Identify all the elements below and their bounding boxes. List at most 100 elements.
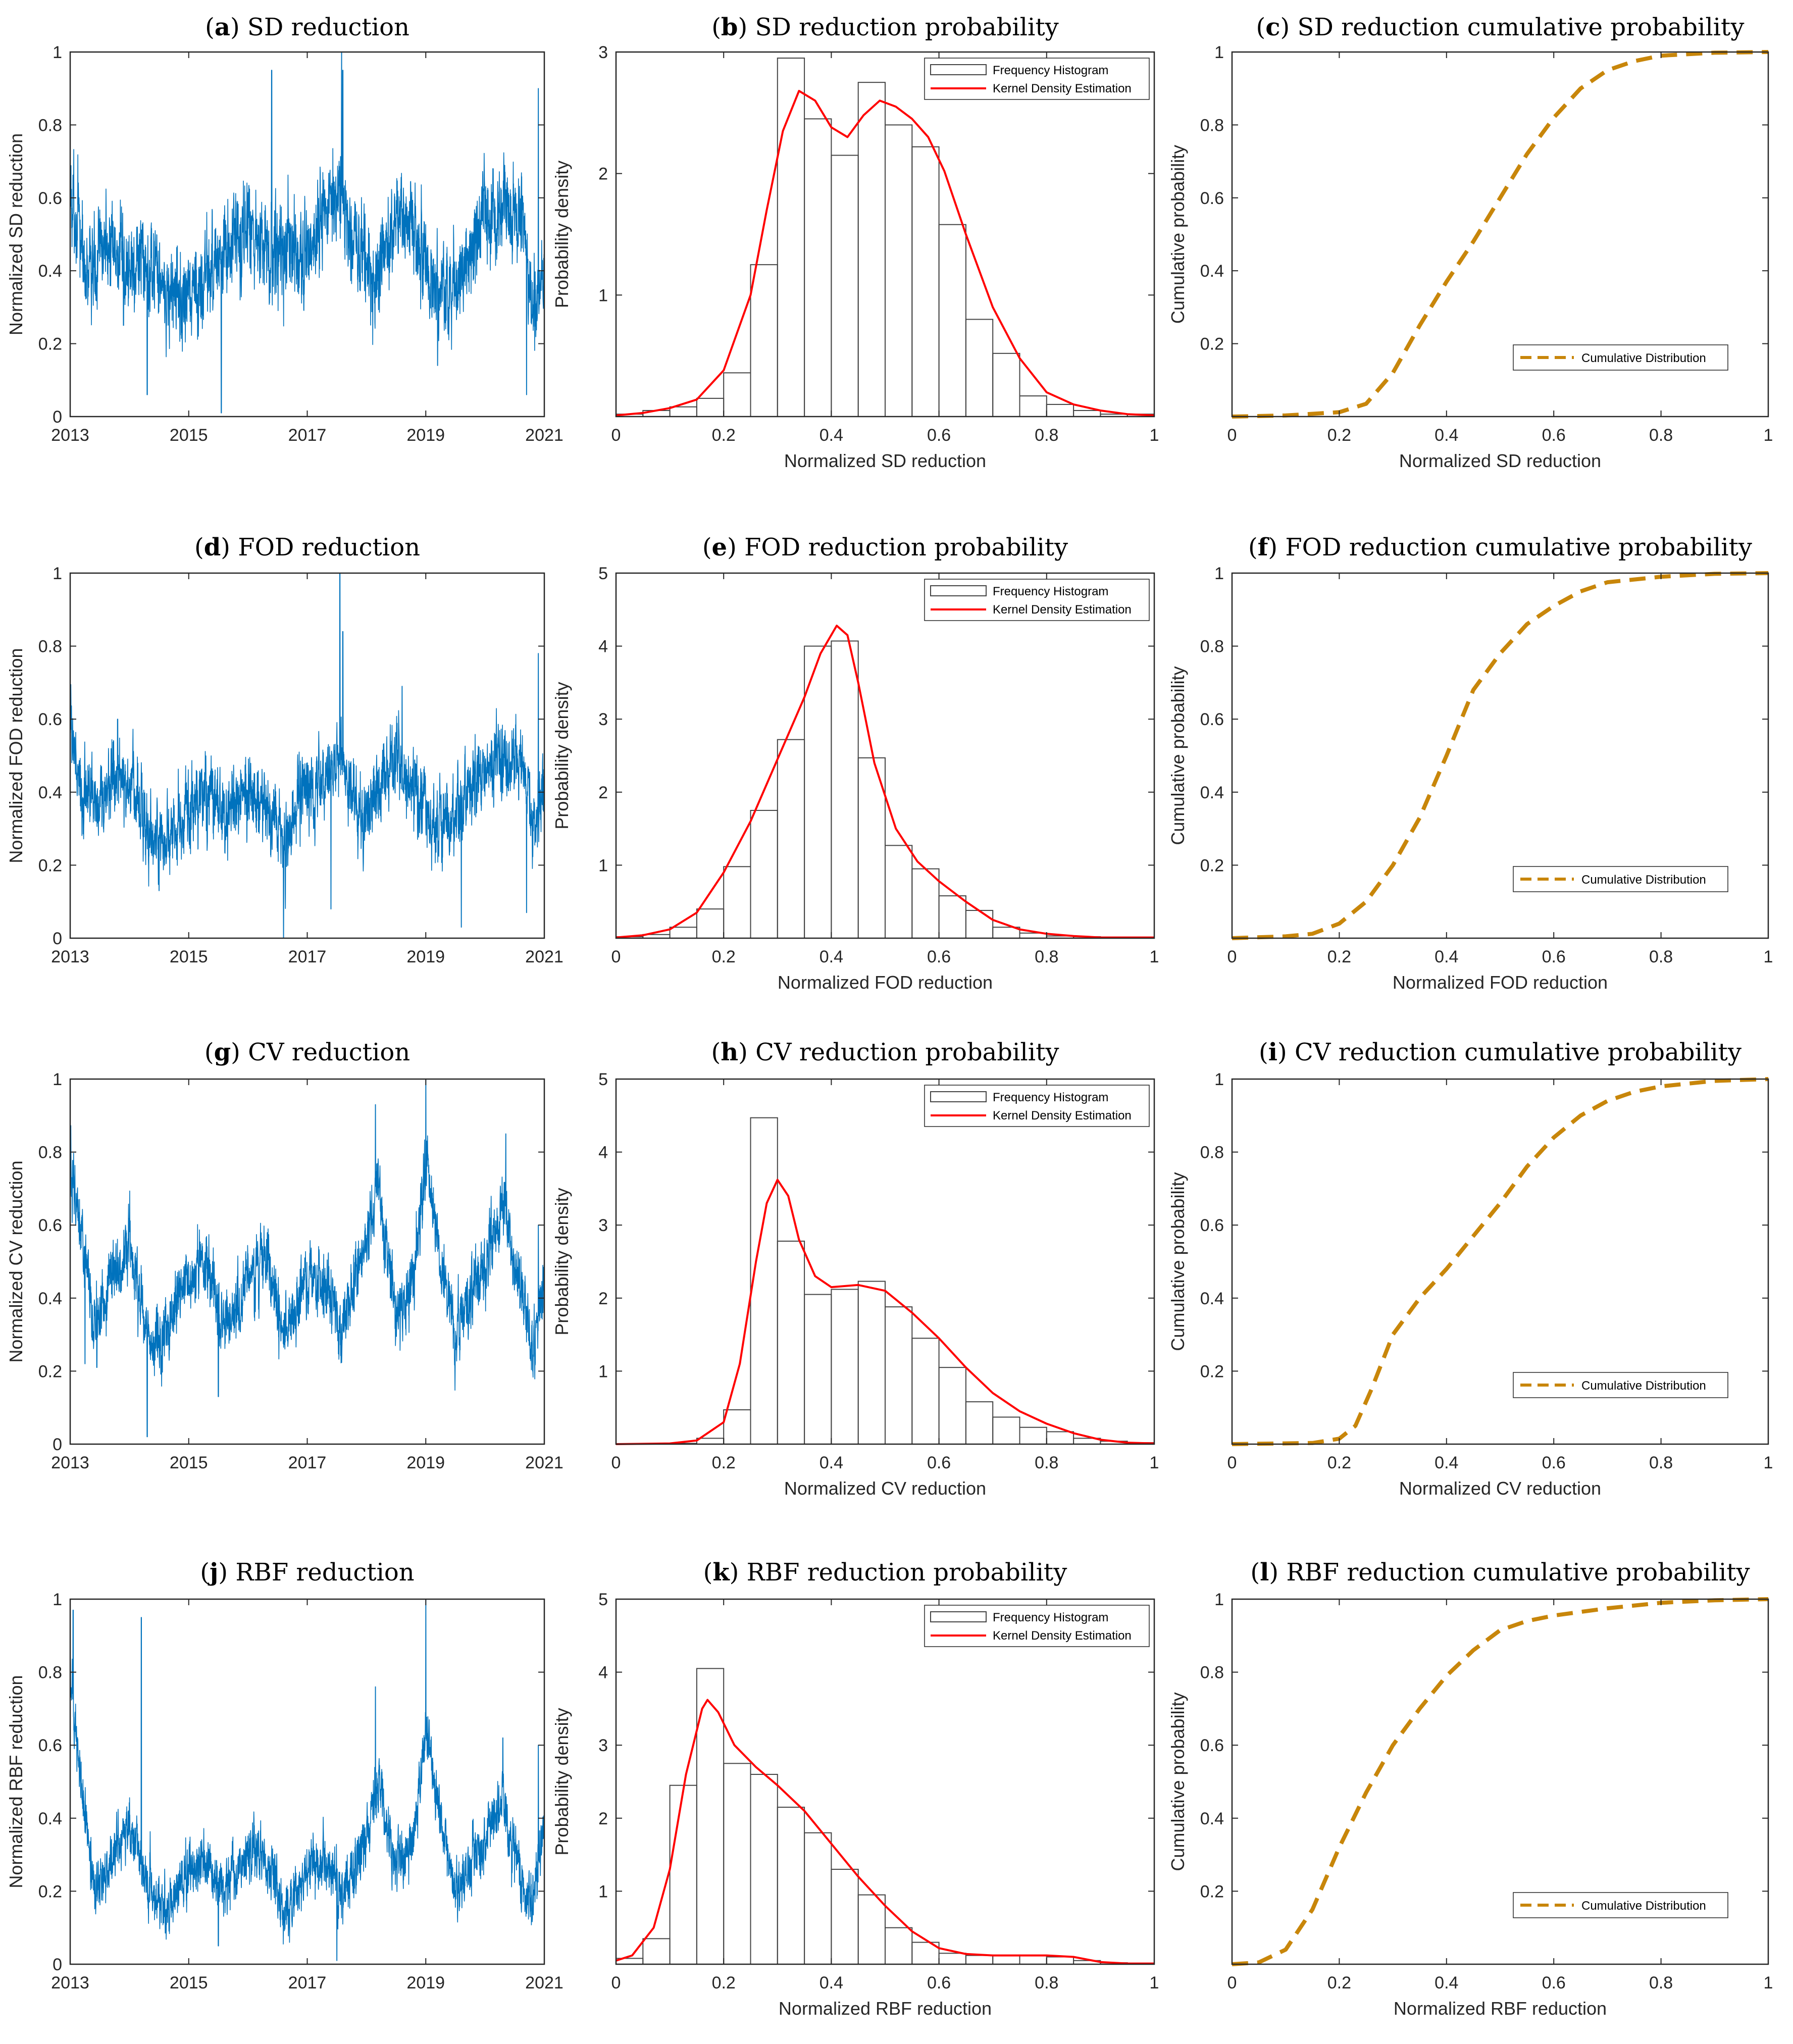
x-tick-label: 1 bbox=[1150, 426, 1159, 445]
cdf-axes-box bbox=[1231, 572, 1769, 939]
cdf-panel-cv: (i) CV reduction cumulative probability 0… bbox=[1167, 1038, 1773, 1499]
y-tick-label: 3 bbox=[598, 1216, 608, 1235]
histogram-bar bbox=[777, 739, 805, 939]
x-tick-label: 0.8 bbox=[1649, 1453, 1673, 1472]
y-tick-label: 0 bbox=[53, 407, 62, 427]
panel-title: (h) CV reduction probability bbox=[711, 1038, 1059, 1066]
title-paren: ) bbox=[221, 533, 230, 561]
x-tick-label: 0.4 bbox=[819, 1973, 843, 1992]
title-letter: l bbox=[1260, 1558, 1269, 1587]
y-tick-label: 1 bbox=[598, 286, 608, 305]
title-text: CV reduction bbox=[240, 1038, 410, 1066]
title-text: FOD reduction bbox=[230, 533, 420, 561]
histogram-bar bbox=[804, 118, 832, 418]
histogram-bar bbox=[831, 155, 859, 418]
y-tick-label: 0 bbox=[53, 1955, 62, 1974]
time-series-line bbox=[70, 52, 545, 414]
histogram-bar bbox=[992, 352, 1020, 417]
histogram-bar bbox=[723, 1763, 751, 1965]
x-tick-label: 0.2 bbox=[1327, 426, 1351, 445]
x-tick-label: 0 bbox=[1227, 947, 1237, 966]
y-tick-label: 0.2 bbox=[38, 1882, 62, 1901]
title-paren: ) bbox=[1280, 13, 1290, 41]
histogram-bar bbox=[1019, 1955, 1047, 1965]
histogram-bar bbox=[1046, 403, 1074, 418]
y-tick-label: 5 bbox=[598, 1590, 608, 1609]
histogram-bar bbox=[1019, 1426, 1047, 1445]
title-text: FOD reduction probability bbox=[737, 533, 1068, 561]
x-tick-label: 2013 bbox=[51, 1453, 89, 1472]
y-tick-label: 1 bbox=[1214, 1070, 1224, 1089]
x-tick-label: 1 bbox=[1150, 1453, 1159, 1472]
y-tick-label: 1 bbox=[598, 1362, 608, 1381]
y-tick-label: 3 bbox=[598, 43, 608, 62]
x-tick-label: 2019 bbox=[406, 947, 445, 966]
x-tick-label: 0.4 bbox=[1435, 947, 1458, 966]
x-tick-label: 2015 bbox=[170, 1453, 208, 1472]
x-tick-label: 0.6 bbox=[1542, 1973, 1566, 1992]
title-paren: ( bbox=[1248, 533, 1258, 561]
cdf-panel-fod: (f) FOD reduction cumulative probability… bbox=[1167, 533, 1773, 993]
time-series-line bbox=[70, 1079, 545, 1438]
legend-histogram-label: Frequency Histogram bbox=[993, 1091, 1108, 1104]
y-axis-label: Probability density bbox=[551, 682, 572, 829]
title-text: SD reduction cumulative probability bbox=[1290, 13, 1744, 41]
y-tick-label: 1 bbox=[53, 1590, 62, 1609]
y-tick-label: 0.4 bbox=[38, 262, 62, 281]
histogram-bar bbox=[831, 1869, 859, 1965]
histogram-bar bbox=[938, 1367, 966, 1445]
x-tick-label: 0.8 bbox=[1035, 426, 1058, 445]
histogram-bar bbox=[938, 224, 966, 417]
x-axis-label: Normalized CV reduction bbox=[1399, 1478, 1601, 1499]
legend-kde-label: Kernel Density Estimation bbox=[993, 82, 1132, 95]
x-tick-label: 0.4 bbox=[1435, 1973, 1458, 1992]
kde-curve bbox=[616, 1699, 1154, 1965]
title-letter: h bbox=[721, 1038, 738, 1066]
legend: Frequency Histogram Kernel Density Estima… bbox=[924, 1605, 1150, 1647]
y-tick-label: 0 bbox=[53, 929, 62, 948]
histogram-bar bbox=[885, 1306, 913, 1445]
x-tick-label: 1 bbox=[1764, 426, 1773, 445]
histogram-bar bbox=[750, 264, 778, 418]
x-tick-label: 1 bbox=[1764, 947, 1773, 966]
title-paren: ( bbox=[205, 13, 215, 41]
x-tick-label: 0 bbox=[611, 1973, 621, 1992]
y-tick-label: 0.8 bbox=[1200, 116, 1224, 135]
title-text: RBF reduction bbox=[228, 1558, 415, 1587]
histogram-bar bbox=[938, 1953, 966, 1965]
title-paren: ( bbox=[702, 533, 712, 561]
title-letter: j bbox=[208, 1558, 218, 1587]
x-tick-label: 1 bbox=[1150, 947, 1159, 966]
y-tick-label: 4 bbox=[598, 637, 608, 656]
title-letter: i bbox=[1268, 1038, 1277, 1066]
y-tick-label: 0.6 bbox=[38, 710, 62, 729]
x-tick-label: 0.2 bbox=[712, 1453, 736, 1472]
title-text: SD reduction probability bbox=[747, 13, 1059, 41]
x-tick-label: 0.4 bbox=[1435, 1453, 1458, 1472]
y-tick-label: 1 bbox=[598, 1882, 608, 1901]
title-paren: ( bbox=[200, 1558, 210, 1587]
kde-curve bbox=[616, 625, 1154, 939]
x-axis-label: Normalized FOD reduction bbox=[1393, 972, 1608, 993]
legend-kde-label: Kernel Density Estimation bbox=[993, 1629, 1132, 1643]
x-tick-label: 0.4 bbox=[819, 1453, 843, 1472]
y-axis-label: Cumulative probability bbox=[1167, 1692, 1188, 1871]
x-tick-label: 0.8 bbox=[1649, 947, 1673, 966]
x-tick-label: 0.2 bbox=[712, 426, 736, 445]
x-tick-label: 2021 bbox=[525, 947, 563, 966]
histogram-bar bbox=[992, 1955, 1020, 1965]
legend: Cumulative Distribution bbox=[1513, 1892, 1728, 1918]
y-tick-label: 1 bbox=[1214, 564, 1224, 583]
hist-axes-box bbox=[615, 1078, 1155, 1445]
legend-histogram-label: Frequency Histogram bbox=[993, 64, 1108, 77]
x-tick-label: 1 bbox=[1764, 1973, 1773, 1992]
y-tick-label: 0.2 bbox=[38, 335, 62, 354]
title-paren: ) bbox=[1269, 1558, 1278, 1587]
title-paren: ) bbox=[1268, 533, 1277, 561]
histogram-bar bbox=[992, 1416, 1020, 1445]
histogram-bar bbox=[911, 868, 940, 939]
legend: Frequency Histogram Kernel Density Estima… bbox=[924, 1085, 1150, 1127]
x-tick-label: 0.4 bbox=[819, 947, 843, 966]
histogram-bar bbox=[696, 397, 725, 418]
y-tick-label: 0.2 bbox=[38, 1362, 62, 1381]
